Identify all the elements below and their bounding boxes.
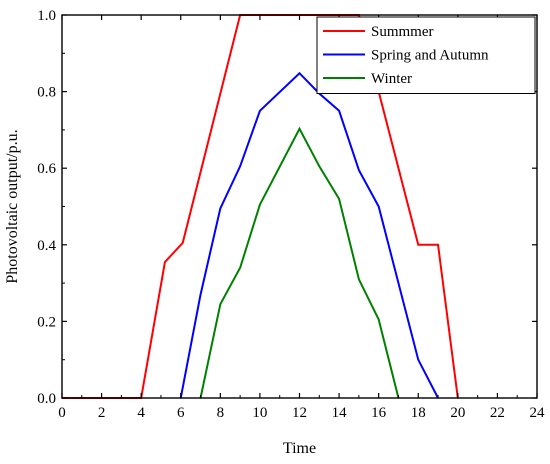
y-tick-label: 0.4: [37, 238, 56, 254]
series-1-point-2: [219, 207, 222, 210]
y-tick-label: 1.0: [37, 8, 56, 24]
series-0-point-3: [181, 242, 184, 244]
ticks-layer: 0 2 4 6 8 10 12 14 16 18 20 22 240.00.20.40.60.81.0: [37, 8, 545, 421]
y-tick-label: 0.6: [37, 161, 56, 177]
x-tick-label: 18: [411, 405, 426, 421]
x-tick-label: 14: [332, 405, 348, 421]
series-2-point-5: [318, 165, 321, 168]
y-tick-label: 0.0: [37, 391, 56, 407]
y-tick-label: 0.2: [37, 314, 56, 330]
x-tick-label: 0: [58, 405, 66, 421]
x-tick-label: 2: [98, 405, 106, 421]
series-line-2: [199, 126, 400, 399]
series-1-point-8: [358, 169, 360, 171]
x-tick-label: 24: [530, 405, 546, 421]
series-1-point-7: [338, 109, 340, 112]
series-1-point-1: [199, 293, 202, 296]
series-1-point-9: [377, 205, 380, 208]
series-2-point-8: [377, 318, 380, 321]
series-2: [199, 126, 400, 399]
series-1-point-4: [259, 109, 261, 112]
x-tick-label: 16: [371, 405, 387, 421]
legend-label-0: Summmer: [371, 24, 434, 40]
legend-label-1: Spring and Autumn: [371, 48, 489, 64]
x-tick-label: 10: [252, 405, 267, 421]
x-tick-label: 4: [137, 405, 145, 421]
series-0-point-7: [437, 244, 439, 246]
y-axis-title: Photovoltaic output/p.u.: [4, 129, 21, 283]
series-1: [179, 71, 439, 399]
series-line-1: [179, 71, 439, 399]
x-axis-title: Time: [283, 440, 316, 457]
series-1-point-3: [239, 165, 241, 168]
series-2-point-2: [239, 266, 241, 269]
x-tick-label: 6: [177, 405, 185, 421]
x-tick-label: 20: [450, 405, 465, 421]
x-tick-label: 22: [490, 405, 505, 421]
series-1-point-10: [417, 358, 420, 361]
series-2-point-3: [259, 203, 261, 206]
series-2-point-1: [219, 303, 222, 305]
series-0-point-6: [417, 244, 420, 246]
x-tick-label: 12: [292, 405, 307, 421]
legend-label-2: Winter: [371, 71, 412, 87]
series-1-point-5: [298, 72, 301, 75]
y-tick-label: 0.8: [37, 85, 56, 101]
series-0-point-2: [164, 261, 166, 263]
series-2-point-6: [338, 198, 340, 200]
legend: Summmer Spring and Autumn Winter: [316, 16, 536, 94]
series-2-point-4: [298, 127, 301, 130]
x-tick-label: 8: [217, 405, 225, 421]
series-2-point-7: [358, 278, 360, 281]
